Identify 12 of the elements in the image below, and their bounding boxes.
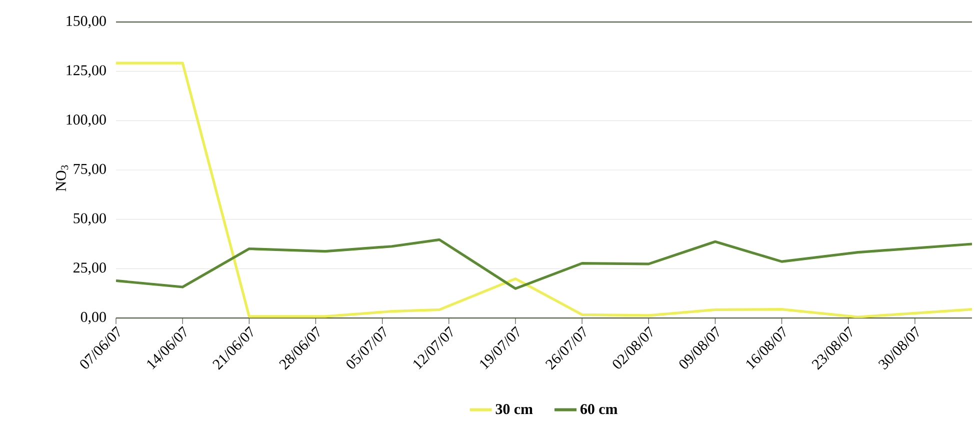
line-series [116, 238, 972, 290]
y-tick-label: 75,00 [74, 164, 106, 176]
y-tick-label: 150,00 [66, 16, 106, 28]
y-axis-title: NO$_{3}$ [56, 165, 68, 192]
legend-label: 60 cm [580, 404, 618, 414]
legend-label: 30 cm [496, 404, 533, 414]
y-tick-label: 25,00 [74, 262, 106, 275]
y-tick-label: 50,00 [74, 213, 106, 226]
y-tick-label: 125,00 [66, 65, 106, 78]
y-tick-label: 0,00 [80, 312, 106, 324]
y-tick-label: 100,00 [66, 114, 106, 127]
line-series [116, 62, 972, 318]
